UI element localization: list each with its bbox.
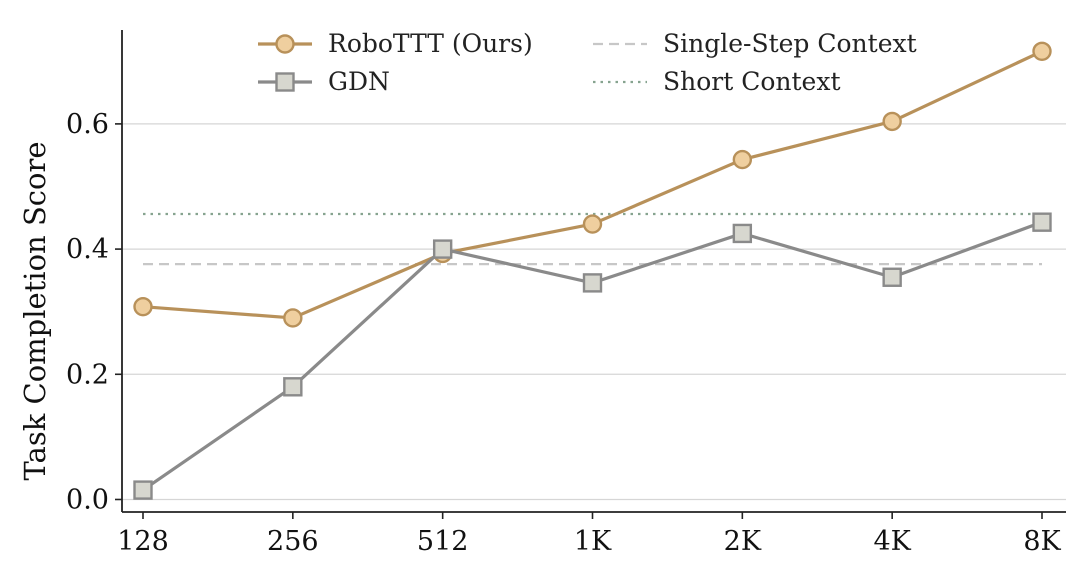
legend-marker xyxy=(275,34,295,54)
legend-marker xyxy=(275,72,295,92)
x-tick-label: 512 xyxy=(417,526,469,557)
data-series xyxy=(133,41,1052,500)
data-point xyxy=(133,480,153,500)
x-tick-label: 4K xyxy=(873,526,911,557)
x-tick-label: 256 xyxy=(267,526,319,557)
x-tick-label: 1K xyxy=(574,526,612,557)
x-tick-label: 2K xyxy=(724,526,762,557)
data-point xyxy=(732,223,753,244)
y-tick-label: 0.6 xyxy=(66,109,109,140)
data-point xyxy=(582,214,603,234)
grid-lines xyxy=(122,123,1066,501)
legend-item: Single-Step Context xyxy=(593,29,917,58)
data-point xyxy=(432,239,453,259)
legend-label: Short Context xyxy=(663,67,841,96)
legend-item: GDN xyxy=(258,67,390,96)
data-point xyxy=(882,267,902,287)
data-point xyxy=(1032,212,1052,232)
legend-label: Single-Step Context xyxy=(663,29,917,58)
data-point xyxy=(133,296,153,317)
legend-item: RoboTTT (Ours) xyxy=(258,29,533,58)
legend-label: RoboTTT (Ours) xyxy=(328,29,533,58)
y-tick-labels: 0.0 0.2 0.4 0.6 xyxy=(66,109,122,515)
data-point xyxy=(283,308,303,328)
legend: RoboTTT (Ours) GDN Single-Step Context Shor… xyxy=(258,29,917,96)
series-group xyxy=(133,212,1052,500)
data-point xyxy=(582,273,603,293)
x-tick-label: 128 xyxy=(117,526,169,557)
series-line xyxy=(142,220,1043,492)
data-point xyxy=(882,111,902,132)
reference-lines xyxy=(143,212,1042,266)
x-tick-label: 8K xyxy=(1023,526,1061,557)
y-tick-label: 0.0 xyxy=(66,484,109,515)
legend-item: Short Context xyxy=(593,67,841,96)
legend-label: GDN xyxy=(328,67,390,96)
data-point xyxy=(283,377,303,397)
data-point xyxy=(1032,41,1052,61)
data-point xyxy=(732,149,753,170)
y-tick-label: 0.2 xyxy=(66,359,109,390)
x-tick-labels: 128 256 512 1K 2K 4K 8K xyxy=(117,512,1061,557)
axes xyxy=(121,30,1066,513)
y-tick-label: 0.4 xyxy=(66,234,109,265)
y-axis-label: Task Completion Score xyxy=(18,141,52,480)
